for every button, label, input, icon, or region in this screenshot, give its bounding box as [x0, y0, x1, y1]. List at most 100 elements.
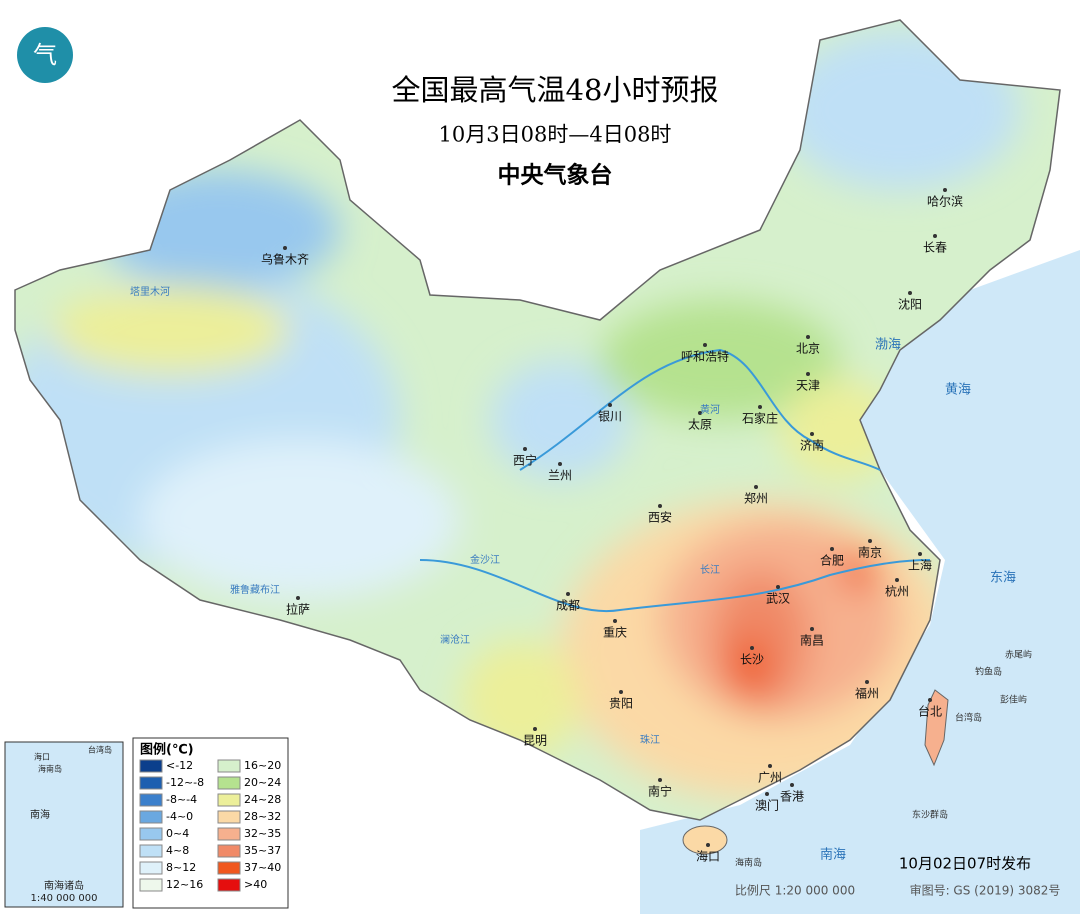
inset-label: 南海: [30, 808, 50, 821]
city-label: 天津: [796, 379, 820, 393]
island-label: 钓鱼岛: [975, 666, 1002, 678]
legend-label: 24~28: [244, 793, 281, 806]
legend-swatch: [217, 759, 241, 773]
city-label: 长春: [923, 241, 947, 255]
city-dot: [283, 246, 287, 250]
city-dot: [558, 462, 562, 466]
city-label: 西安: [648, 510, 672, 525]
yangtze-river: [419, 559, 931, 613]
city-label: 武汉: [766, 592, 790, 606]
legend-label: 16~20: [244, 759, 281, 772]
city-dot: [566, 592, 570, 596]
city-dot: [765, 792, 769, 796]
inset-label: 海南岛: [38, 764, 62, 774]
city-label: 南京: [858, 545, 882, 560]
city-label: 上海: [908, 558, 932, 573]
legend-swatch: [139, 844, 163, 858]
legend-label: 35~37: [244, 844, 281, 857]
city-dot: [619, 690, 623, 694]
city-label: 成都: [556, 599, 580, 613]
legend-swatch: [217, 827, 241, 841]
city-dot: [933, 234, 937, 238]
river-label: 塔里木河: [130, 285, 170, 298]
city-dot: [703, 343, 707, 347]
approval: 审图号: GS (2019) 3082号: [910, 883, 1061, 898]
city-dot: [830, 547, 834, 551]
legend-label: 20~24: [244, 776, 281, 789]
island-label: 彭佳屿: [1000, 694, 1027, 706]
city-dot: [758, 405, 762, 409]
taiwan: [924, 689, 949, 767]
city-label: 西宁: [513, 453, 537, 468]
city-dot: [943, 188, 947, 192]
city-dot: [658, 504, 662, 508]
inset-frame: [4, 741, 124, 908]
city-dot: [895, 578, 899, 582]
title: 全国最高气温48小时预报: [392, 73, 719, 107]
agency: 中央气象台: [498, 162, 613, 189]
city-label: 银川: [598, 410, 622, 424]
city-label: 贵阳: [609, 697, 633, 711]
city-label: 济南: [800, 438, 824, 453]
city-label: 福州: [855, 686, 879, 701]
island-label: 台湾岛: [955, 712, 982, 724]
border: [14, 19, 1061, 821]
city-label: 昆明: [523, 734, 547, 748]
legend-label: 32~35: [244, 827, 281, 840]
city-label: 哈尔滨: [927, 194, 963, 209]
scale: 比例尺 1:20 000 000: [735, 884, 855, 898]
city-dot: [533, 727, 537, 731]
city-dot: [806, 335, 810, 339]
city-label: 沈阳: [898, 297, 922, 312]
issued: 10月02日07时发布: [899, 855, 1031, 873]
legend-label: -12~-8: [166, 776, 204, 789]
river-label: 珠江: [640, 733, 660, 746]
city-label: 重庆: [603, 626, 627, 640]
city-dot: [706, 843, 710, 847]
legend-swatch: [217, 878, 241, 892]
city-label: 乌鲁木齐: [261, 252, 309, 267]
subtitle: 10月3日08时—4日08时: [439, 123, 672, 147]
city-dot: [865, 680, 869, 684]
city-dot: [296, 596, 300, 600]
river-label: 金沙江: [470, 553, 500, 566]
city-label: 南昌: [800, 633, 824, 648]
river-label: 澜沧江: [440, 633, 470, 646]
legend-label: 8~12: [166, 861, 196, 874]
legend-label: >40: [244, 878, 267, 891]
sea-label: 东海: [990, 571, 1016, 586]
island-label: 东沙群岛: [912, 809, 948, 821]
city-label: 兰州: [548, 469, 572, 483]
city-label: 杭州: [885, 584, 909, 599]
legend-title: 图例(℃): [140, 742, 194, 758]
inset-label: 南海诸岛: [44, 879, 84, 892]
city-dot: [698, 411, 702, 415]
city-dot: [613, 619, 617, 623]
legend-label: <-12: [166, 759, 193, 772]
city-dot: [928, 698, 932, 702]
river-label: 长江: [700, 564, 720, 576]
city-label: 台北: [918, 704, 942, 719]
city-dot: [868, 539, 872, 543]
logo: [17, 27, 73, 83]
legend-swatch: [217, 861, 241, 875]
legend-label: 0~4: [166, 827, 189, 840]
city-dot: [754, 485, 758, 489]
legend-swatch: [139, 827, 163, 841]
city-label: 广州: [758, 771, 782, 785]
city-label: 石家庄: [742, 411, 778, 426]
legend-label: -4~0: [166, 810, 193, 823]
city-dot: [810, 627, 814, 631]
legend-label: 37~40: [244, 861, 281, 874]
legend-label: 4~8: [166, 844, 189, 857]
logo-mark: 气: [33, 41, 57, 69]
legend-swatch: [139, 861, 163, 875]
island-label: 赤尾屿: [1005, 650, 1032, 661]
city-dot: [790, 783, 794, 787]
legend-swatch: [139, 810, 163, 824]
city-label: 太原: [688, 417, 712, 432]
city-label: 澳门: [755, 798, 779, 813]
city-label: 海口: [696, 849, 720, 864]
city-label: 北京: [796, 342, 820, 356]
